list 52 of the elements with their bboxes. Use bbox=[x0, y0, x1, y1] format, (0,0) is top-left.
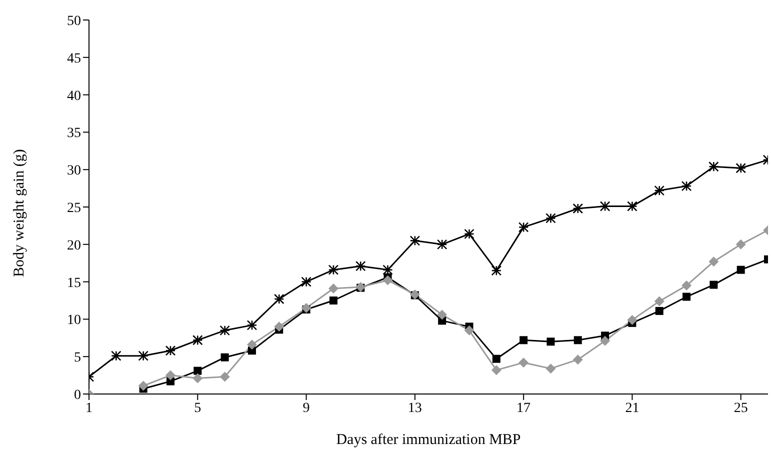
y-axis-title: Body weight gain (g) bbox=[11, 149, 28, 277]
y-tick-label: 0 bbox=[74, 388, 81, 403]
point bbox=[491, 365, 502, 376]
x-tick-label: 21 bbox=[625, 400, 640, 416]
x-tick-label: 5 bbox=[194, 400, 202, 416]
y-tick-label: 35 bbox=[67, 126, 81, 142]
point bbox=[736, 239, 746, 250]
point bbox=[708, 256, 719, 267]
y-tick-label: 20 bbox=[67, 238, 81, 254]
point bbox=[736, 266, 745, 274]
point bbox=[194, 366, 202, 375]
point bbox=[464, 325, 474, 336]
point bbox=[220, 372, 230, 382]
y-tick-label: 50 bbox=[67, 14, 81, 29]
point bbox=[546, 338, 555, 346]
x-axis-title: Days after immunization MBP bbox=[336, 432, 521, 448]
y-tick-label: 30 bbox=[67, 164, 81, 179]
y-tick-label: 45 bbox=[67, 51, 81, 66]
x-tick-label: 9 bbox=[302, 400, 310, 416]
y-tick-label: 10 bbox=[67, 313, 81, 328]
x-tick-label: 1 bbox=[86, 400, 92, 416]
point bbox=[328, 284, 338, 294]
point bbox=[546, 364, 556, 374]
point bbox=[654, 296, 664, 306]
point bbox=[246, 340, 257, 350]
point bbox=[600, 336, 610, 346]
point bbox=[572, 354, 583, 365]
point bbox=[329, 296, 338, 304]
point bbox=[382, 275, 393, 286]
x-tick-label: 17 bbox=[516, 400, 531, 416]
point bbox=[192, 373, 203, 384]
point bbox=[574, 336, 582, 344]
y-tick-label: 15 bbox=[67, 276, 81, 291]
point bbox=[655, 306, 664, 315]
point bbox=[627, 314, 638, 325]
point bbox=[492, 354, 500, 363]
y-tick-label: 25 bbox=[67, 200, 81, 216]
point bbox=[138, 380, 148, 391]
y-tick-label: 5 bbox=[74, 350, 81, 366]
y-tick-label: 40 bbox=[67, 88, 81, 104]
point bbox=[682, 292, 691, 301]
x-tick-label: 25 bbox=[734, 400, 748, 416]
point bbox=[220, 353, 229, 362]
x-tick-label: 13 bbox=[408, 400, 422, 416]
point bbox=[520, 336, 528, 344]
point bbox=[518, 358, 529, 368]
point bbox=[274, 322, 284, 332]
point bbox=[165, 370, 176, 380]
point bbox=[301, 302, 312, 313]
point bbox=[682, 280, 692, 291]
point bbox=[710, 280, 718, 289]
point bbox=[437, 310, 448, 320]
